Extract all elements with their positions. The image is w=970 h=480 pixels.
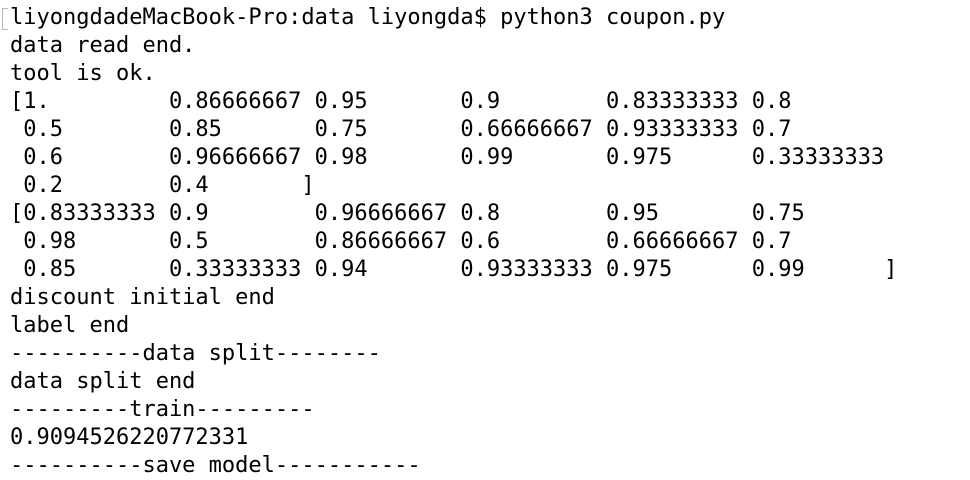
array-output-line: 0.2 0.4 ]	[10, 173, 315, 198]
output-line: tool is ok.	[10, 61, 156, 86]
separator-line: ---------train---------	[10, 397, 315, 422]
array-output-line: 0.85 0.33333333 0.94 0.93333333 0.975 0.…	[10, 257, 898, 282]
array-output-line: 0.6 0.96666667 0.98 0.99 0.975 0.3333333…	[10, 145, 885, 170]
output-line: data split end	[10, 369, 196, 394]
output-line: label end	[10, 313, 130, 338]
prompt-command-line: liyongdadeMacBook-Pro:data liyongda$ pyt…	[10, 5, 726, 30]
line-marker-icon	[2, 8, 8, 30]
separator-line: ----------data split--------	[10, 341, 381, 366]
output-line: discount initial end	[10, 285, 275, 310]
separator-line: ----------save model-----------	[10, 453, 421, 478]
array-output-line: 0.98 0.5 0.86666667 0.6 0.66666667 0.7	[10, 229, 792, 254]
array-output-line: [1. 0.86666667 0.95 0.9 0.83333333 0.8	[10, 89, 792, 114]
output-line: data read end.	[10, 33, 196, 58]
array-output-line: [0.83333333 0.9 0.96666667 0.8 0.95 0.75	[10, 201, 805, 226]
score-output-line: 0.9094526220772331	[10, 425, 249, 450]
array-output-line: 0.5 0.85 0.75 0.66666667 0.93333333 0.7	[10, 117, 792, 142]
